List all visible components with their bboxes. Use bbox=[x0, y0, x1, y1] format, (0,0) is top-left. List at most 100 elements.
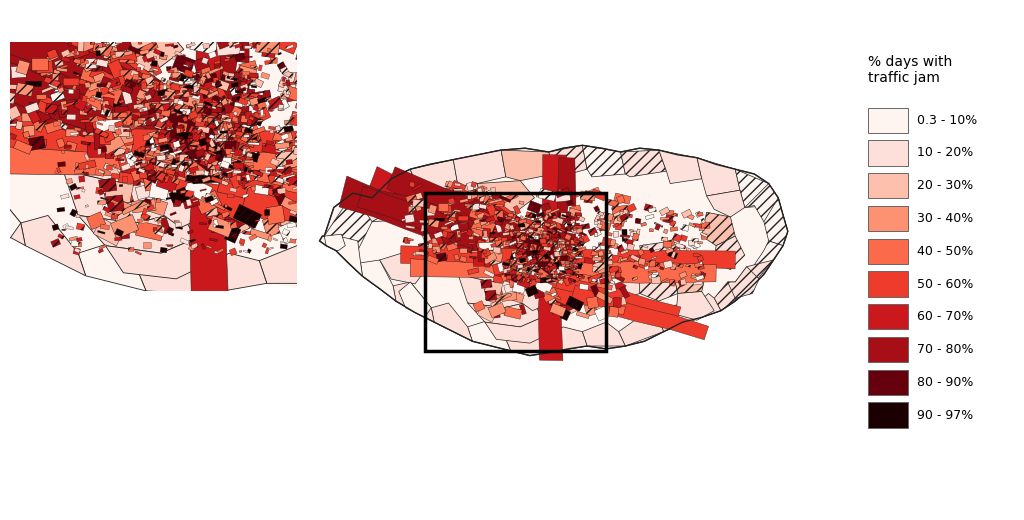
Polygon shape bbox=[523, 267, 527, 269]
Polygon shape bbox=[76, 58, 86, 68]
Polygon shape bbox=[755, 241, 783, 275]
Polygon shape bbox=[477, 192, 483, 200]
Polygon shape bbox=[205, 153, 211, 161]
Polygon shape bbox=[191, 94, 201, 99]
Polygon shape bbox=[234, 157, 247, 162]
Polygon shape bbox=[546, 291, 561, 300]
Polygon shape bbox=[307, 71, 319, 80]
Polygon shape bbox=[224, 97, 233, 103]
Polygon shape bbox=[502, 293, 517, 302]
Polygon shape bbox=[579, 238, 584, 242]
Polygon shape bbox=[239, 161, 250, 168]
Polygon shape bbox=[249, 39, 262, 48]
Polygon shape bbox=[201, 243, 206, 250]
Polygon shape bbox=[171, 45, 177, 47]
Polygon shape bbox=[453, 188, 461, 192]
Polygon shape bbox=[597, 218, 606, 220]
Polygon shape bbox=[546, 231, 558, 236]
Polygon shape bbox=[120, 157, 126, 163]
Polygon shape bbox=[455, 232, 461, 241]
Polygon shape bbox=[224, 58, 229, 61]
Polygon shape bbox=[579, 231, 583, 237]
Polygon shape bbox=[566, 245, 571, 250]
Polygon shape bbox=[110, 50, 137, 63]
Polygon shape bbox=[297, 215, 302, 218]
Polygon shape bbox=[311, 90, 322, 100]
Polygon shape bbox=[270, 35, 272, 37]
Polygon shape bbox=[143, 163, 155, 172]
Polygon shape bbox=[493, 247, 501, 253]
Polygon shape bbox=[118, 127, 130, 137]
Polygon shape bbox=[189, 34, 218, 55]
Polygon shape bbox=[168, 149, 179, 157]
Polygon shape bbox=[549, 224, 557, 229]
Polygon shape bbox=[519, 201, 524, 204]
Polygon shape bbox=[630, 231, 637, 237]
Polygon shape bbox=[119, 99, 124, 103]
Polygon shape bbox=[91, 30, 105, 44]
Polygon shape bbox=[514, 231, 519, 232]
Polygon shape bbox=[687, 213, 694, 220]
Polygon shape bbox=[535, 219, 541, 223]
Polygon shape bbox=[96, 120, 123, 133]
Polygon shape bbox=[95, 169, 104, 176]
Polygon shape bbox=[176, 183, 203, 196]
Polygon shape bbox=[283, 70, 294, 79]
Polygon shape bbox=[504, 270, 511, 271]
Polygon shape bbox=[133, 103, 144, 109]
Polygon shape bbox=[97, 122, 102, 125]
Polygon shape bbox=[305, 171, 310, 175]
Polygon shape bbox=[504, 215, 519, 224]
Polygon shape bbox=[176, 127, 181, 134]
Polygon shape bbox=[575, 234, 590, 246]
Polygon shape bbox=[460, 199, 468, 203]
Polygon shape bbox=[552, 227, 560, 232]
Polygon shape bbox=[658, 305, 701, 332]
Polygon shape bbox=[319, 67, 328, 72]
Polygon shape bbox=[526, 277, 532, 283]
Polygon shape bbox=[220, 175, 225, 180]
Polygon shape bbox=[364, 170, 373, 179]
Polygon shape bbox=[253, 101, 265, 109]
Polygon shape bbox=[468, 301, 542, 327]
Polygon shape bbox=[503, 241, 510, 246]
Polygon shape bbox=[234, 102, 243, 107]
Polygon shape bbox=[240, 250, 242, 253]
Polygon shape bbox=[539, 250, 546, 256]
Polygon shape bbox=[481, 253, 488, 258]
Polygon shape bbox=[521, 223, 524, 224]
Polygon shape bbox=[430, 168, 441, 179]
Polygon shape bbox=[256, 38, 280, 54]
Polygon shape bbox=[226, 139, 240, 150]
Polygon shape bbox=[512, 214, 516, 219]
Polygon shape bbox=[516, 264, 520, 268]
Polygon shape bbox=[212, 150, 224, 161]
Polygon shape bbox=[155, 126, 162, 129]
Polygon shape bbox=[392, 69, 404, 76]
Polygon shape bbox=[136, 169, 148, 174]
Polygon shape bbox=[115, 51, 124, 57]
Polygon shape bbox=[140, 80, 148, 88]
Text: 70 - 80%: 70 - 80% bbox=[916, 343, 974, 356]
Polygon shape bbox=[175, 90, 180, 95]
Polygon shape bbox=[649, 261, 656, 267]
Polygon shape bbox=[555, 188, 570, 198]
Polygon shape bbox=[174, 220, 179, 223]
Polygon shape bbox=[529, 266, 535, 268]
Polygon shape bbox=[594, 215, 600, 222]
Polygon shape bbox=[231, 157, 243, 161]
Polygon shape bbox=[521, 261, 527, 265]
Polygon shape bbox=[602, 274, 609, 276]
Polygon shape bbox=[535, 252, 540, 255]
Polygon shape bbox=[179, 147, 190, 152]
Polygon shape bbox=[117, 32, 126, 38]
Polygon shape bbox=[275, 139, 288, 152]
Polygon shape bbox=[145, 155, 154, 158]
Polygon shape bbox=[97, 230, 105, 234]
Polygon shape bbox=[7, 106, 20, 120]
Polygon shape bbox=[466, 203, 473, 210]
Polygon shape bbox=[104, 80, 123, 93]
Polygon shape bbox=[554, 233, 561, 239]
Polygon shape bbox=[160, 217, 171, 234]
Polygon shape bbox=[458, 275, 532, 308]
